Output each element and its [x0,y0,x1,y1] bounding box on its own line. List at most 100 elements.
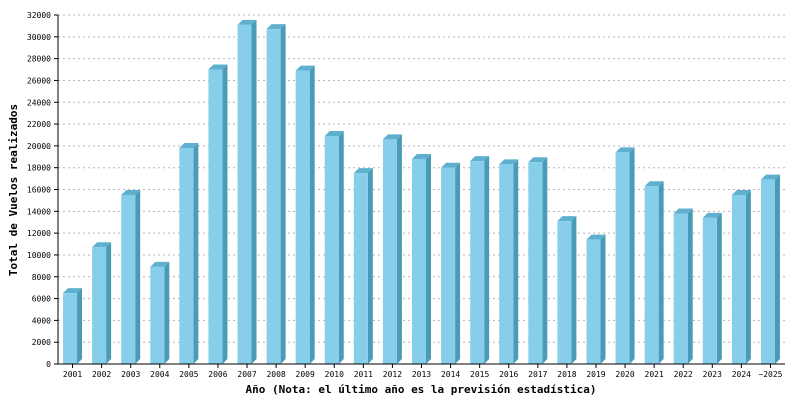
bar-side [193,143,199,364]
x-tick-label: 2010 [325,370,344,379]
y-axis-title: Total de Vuelos realizados [7,104,20,276]
bar-front [150,266,165,364]
bar-2023 [702,212,722,364]
x-tick-label: 2023 [703,370,722,379]
bar-2018 [557,216,577,364]
bar-side [106,242,112,364]
x-tick-label: ~2025 [758,370,782,379]
y-tick-label: 16000 [27,186,51,195]
bar-side [222,64,228,364]
x-tick-label: 2017 [528,370,547,379]
bar-side [426,153,431,364]
bar-side [164,261,170,364]
bar-2022 [673,208,693,364]
y-tick-label: 26000 [27,76,51,85]
bars [63,19,780,365]
bar-top [208,64,228,70]
bar-front [441,167,456,364]
bar-front [92,247,107,364]
bar-top [92,242,112,248]
bar-side [571,216,577,364]
bar-side [629,147,635,364]
bar-front [673,213,688,364]
bar-side [513,159,519,364]
x-axis-ticks: 2001 2002 2003 2004 2005 2006 2007 2008 2009 2010… [63,364,783,379]
bar-side [600,234,606,364]
x-tick-label: 2006 [208,370,227,379]
x-tick-label: 2005 [179,370,198,379]
bar-top [324,131,344,137]
x-tick-label: 2019 [586,370,605,379]
bar-front [266,29,281,364]
bar-top [179,143,199,149]
bar-top [470,156,490,162]
bar-front [644,186,659,364]
bar-front [295,70,310,364]
bar-side [309,65,315,364]
bar-2013 [412,153,431,364]
bar-top [615,147,635,153]
y-tick-label: 4000 [32,316,51,325]
x-tick-label: 2002 [92,370,111,379]
bar-front [353,173,368,364]
y-tick-label: 8000 [32,273,51,282]
y-axis-ticks: 0 2000 4000 6000 8000 10000 12000 14000 16000 180… [27,11,58,369]
x-tick-label: 2024 [732,370,751,379]
bar-side [367,168,373,364]
bar-side [455,162,461,364]
bar-top [295,65,315,71]
bar-top [63,288,83,294]
x-tick-label: 2008 [266,370,285,379]
bar-top [760,174,780,180]
bar-2012 [382,134,402,364]
bar-front [324,136,339,364]
bar-top [557,216,577,222]
bar-side [135,189,141,364]
bar-2014 [441,162,461,364]
bar-side [396,134,402,364]
bar-top [150,261,170,267]
bar-2005 [179,143,199,364]
bar-top [237,19,257,25]
bar-top [702,212,722,218]
bar-top [528,157,548,163]
bar-side [542,157,548,364]
bar-front [208,69,223,364]
bar-2001 [63,288,83,364]
bar-2016 [499,159,519,364]
x-tick-label: 2013 [412,370,431,379]
bar-front [382,139,397,364]
x-tick-label: 2009 [296,370,315,379]
bar-2009 [295,65,315,364]
bar-front [702,217,717,364]
bar-2008 [266,24,286,364]
x-tick-label: 2001 [63,370,82,379]
bar-2017 [528,157,548,364]
bar-side [251,19,257,365]
x-axis-title: Año (Nota: el último año es la previsión… [246,383,597,396]
bar-front [470,161,485,364]
x-tick-label: 2022 [674,370,693,379]
bar-top [266,24,286,30]
bar-2004 [150,261,170,364]
bar-front [121,194,136,364]
y-tick-label: 28000 [27,55,51,64]
bar-top [586,234,606,240]
bar-2011 [353,168,373,364]
y-tick-label: 22000 [27,120,51,129]
bar-top [731,189,751,195]
bar-front [63,293,78,364]
bar-top [121,189,141,195]
bar-side [774,174,780,364]
bar-top [673,208,693,214]
bar-2021 [644,181,664,364]
bar-front [557,221,572,364]
bar-front [499,164,514,364]
bar-front [237,24,252,365]
x-tick-label: 2016 [499,370,518,379]
y-tick-label: 6000 [32,295,51,304]
y-tick-label: 12000 [27,229,51,238]
x-tick-label: 2011 [354,370,373,379]
bar-2002 [92,242,112,364]
bar-2015 [470,156,490,364]
